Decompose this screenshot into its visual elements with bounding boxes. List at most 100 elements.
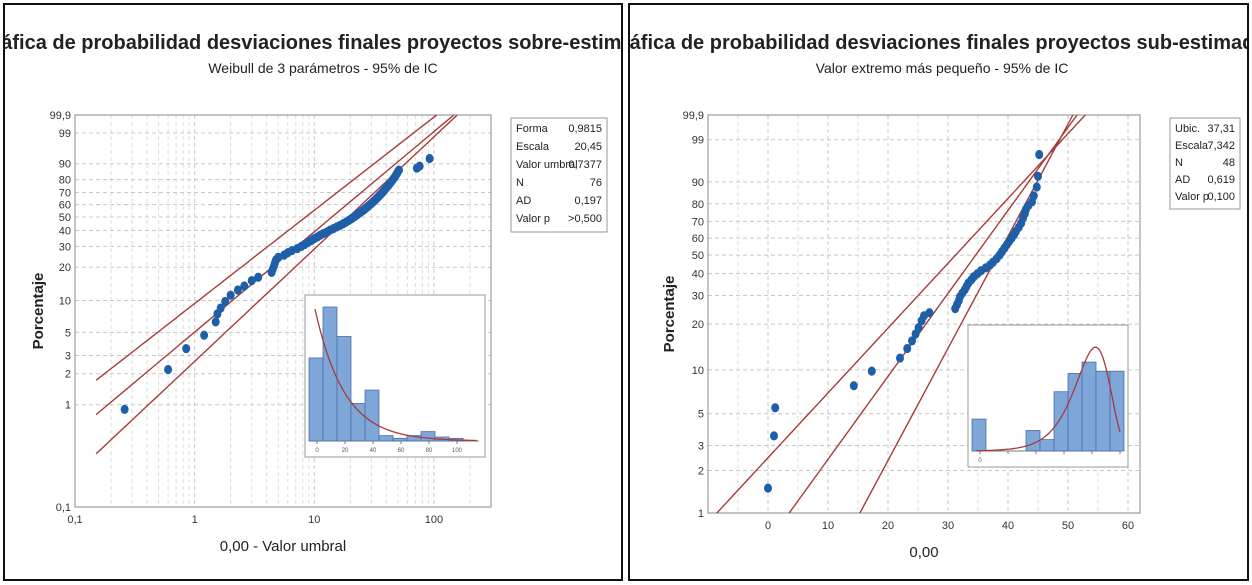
y-tick-label: 70 [692, 216, 704, 228]
stats-label: N [516, 177, 524, 189]
x-tick-label: 1 [192, 514, 198, 526]
x-tick-label: 20 [882, 520, 894, 532]
y-tick-label: 60 [59, 200, 71, 212]
y-tick-label: 60 [692, 233, 704, 245]
inset-bar [350, 403, 366, 442]
stats-label: Forma [516, 123, 549, 135]
chart-panel-left: Gráfica de probabilidad desviaciones fin… [3, 3, 623, 581]
y-tick-label: 2 [698, 465, 704, 477]
ci-upper-line [95, 115, 438, 381]
y-tick-label: 40 [59, 225, 71, 237]
data-point [247, 276, 256, 286]
inset-bar [1053, 391, 1069, 452]
y-tick-label: 99,9 [683, 110, 704, 122]
data-point [164, 364, 173, 375]
y-tick-label: 40 [692, 269, 704, 281]
stats-value: 0,197 [574, 195, 602, 207]
inset-bar [378, 435, 394, 442]
x-axis-label: 0,00 - Valor umbral [220, 538, 346, 555]
inset-bar [336, 336, 352, 442]
data-point [415, 161, 424, 171]
inset-bar [1109, 370, 1125, 452]
chart-title: Gráfica de probabilidad desviaciones fin… [630, 32, 1247, 54]
inset-tick-label: 100 [452, 448, 463, 454]
y-tick-label: 20 [59, 262, 71, 274]
x-tick-label: 40 [1002, 520, 1014, 532]
stats-label: Valor p [1175, 191, 1209, 203]
plot-frame [74, 114, 492, 508]
stats-value: >0,500 [568, 213, 602, 225]
y-tick-label: 5 [698, 409, 704, 421]
y-tick-label: 10 [59, 295, 71, 307]
y-tick-label: 1 [698, 508, 704, 520]
y-tick-label: 90 [692, 177, 704, 189]
y-tick-label: 70 [59, 187, 71, 199]
stats-label: N [1175, 157, 1183, 169]
stats-label: AD [1175, 174, 1190, 186]
y-tick-label: 2 [65, 369, 71, 381]
stats-value: 0,9815 [568, 123, 602, 135]
ci-upper-line [715, 115, 1087, 513]
stats-value: 48 [1223, 157, 1235, 169]
x-tick-label: 10 [308, 514, 320, 526]
y-tick-label: 30 [692, 291, 704, 303]
x-tick-label: 50 [1062, 520, 1074, 532]
data-point [896, 353, 904, 363]
inset-bar [1081, 361, 1097, 452]
inset-tick-label: 0 [315, 448, 319, 454]
stats-label: AD [516, 195, 531, 207]
x-axis-label: 0,00 [909, 544, 938, 561]
data-point [925, 308, 934, 318]
data-point [221, 296, 230, 307]
y-axis-label: Porcentaje [661, 276, 678, 353]
stats-value: 0,619 [1207, 174, 1235, 186]
y-tick-label: 0,1 [56, 502, 71, 514]
y-tick-label: 99 [59, 128, 71, 140]
chart-subtitle: Weibull de 3 parámetros - 95% de IC [208, 60, 437, 76]
y-tick-label: 10 [692, 365, 704, 377]
x-tick-label: 100 [425, 514, 443, 526]
stats-label: Valor umbral [516, 159, 578, 171]
data-point [120, 404, 129, 414]
data-point [240, 281, 249, 291]
inset-bar [420, 431, 436, 442]
data-point [908, 336, 916, 346]
stats-value: 7,342 [1207, 140, 1235, 152]
data-point [771, 403, 780, 413]
data-point [394, 165, 403, 175]
y-tick-label: 3 [698, 440, 704, 452]
data-point [226, 290, 235, 300]
chart-panel-right: Gráfica de probabilidad desviaciones fin… [628, 3, 1249, 581]
stats-label: Ubic. [1175, 123, 1200, 135]
stats-value: 0,100 [1207, 191, 1235, 203]
inset-tick-label: 40 [370, 448, 377, 454]
stats-label: Escala [1175, 140, 1209, 152]
plot-frame [707, 114, 1141, 514]
inset-bar [971, 418, 987, 452]
y-tick-label: 50 [59, 212, 71, 224]
stats-box [1169, 117, 1241, 210]
stats-label: Escala [516, 141, 550, 153]
stats-label: Valor p [516, 213, 550, 225]
data-point [200, 330, 209, 340]
inset-bar [1095, 370, 1111, 452]
data-point [1034, 171, 1042, 181]
data-point [764, 483, 772, 493]
y-tick-label: 5 [65, 327, 71, 339]
data-point [770, 431, 778, 441]
y-tick-label: 99 [692, 135, 704, 147]
inset-density-curve [314, 308, 478, 442]
data-point [216, 303, 225, 313]
inset-tick-label: 80 [426, 448, 433, 454]
y-tick-label: 80 [692, 199, 704, 211]
y-tick-label: 80 [59, 175, 71, 187]
y-tick-label: 50 [692, 250, 704, 262]
y-axis-label: Porcentaje [30, 273, 47, 350]
inset-bar [1067, 373, 1083, 452]
inset-bar [308, 357, 324, 442]
stats-box [510, 117, 608, 233]
data-point [254, 272, 263, 282]
data-point [1029, 191, 1038, 201]
stats-value: 20,45 [574, 141, 602, 153]
data-point [211, 317, 220, 327]
